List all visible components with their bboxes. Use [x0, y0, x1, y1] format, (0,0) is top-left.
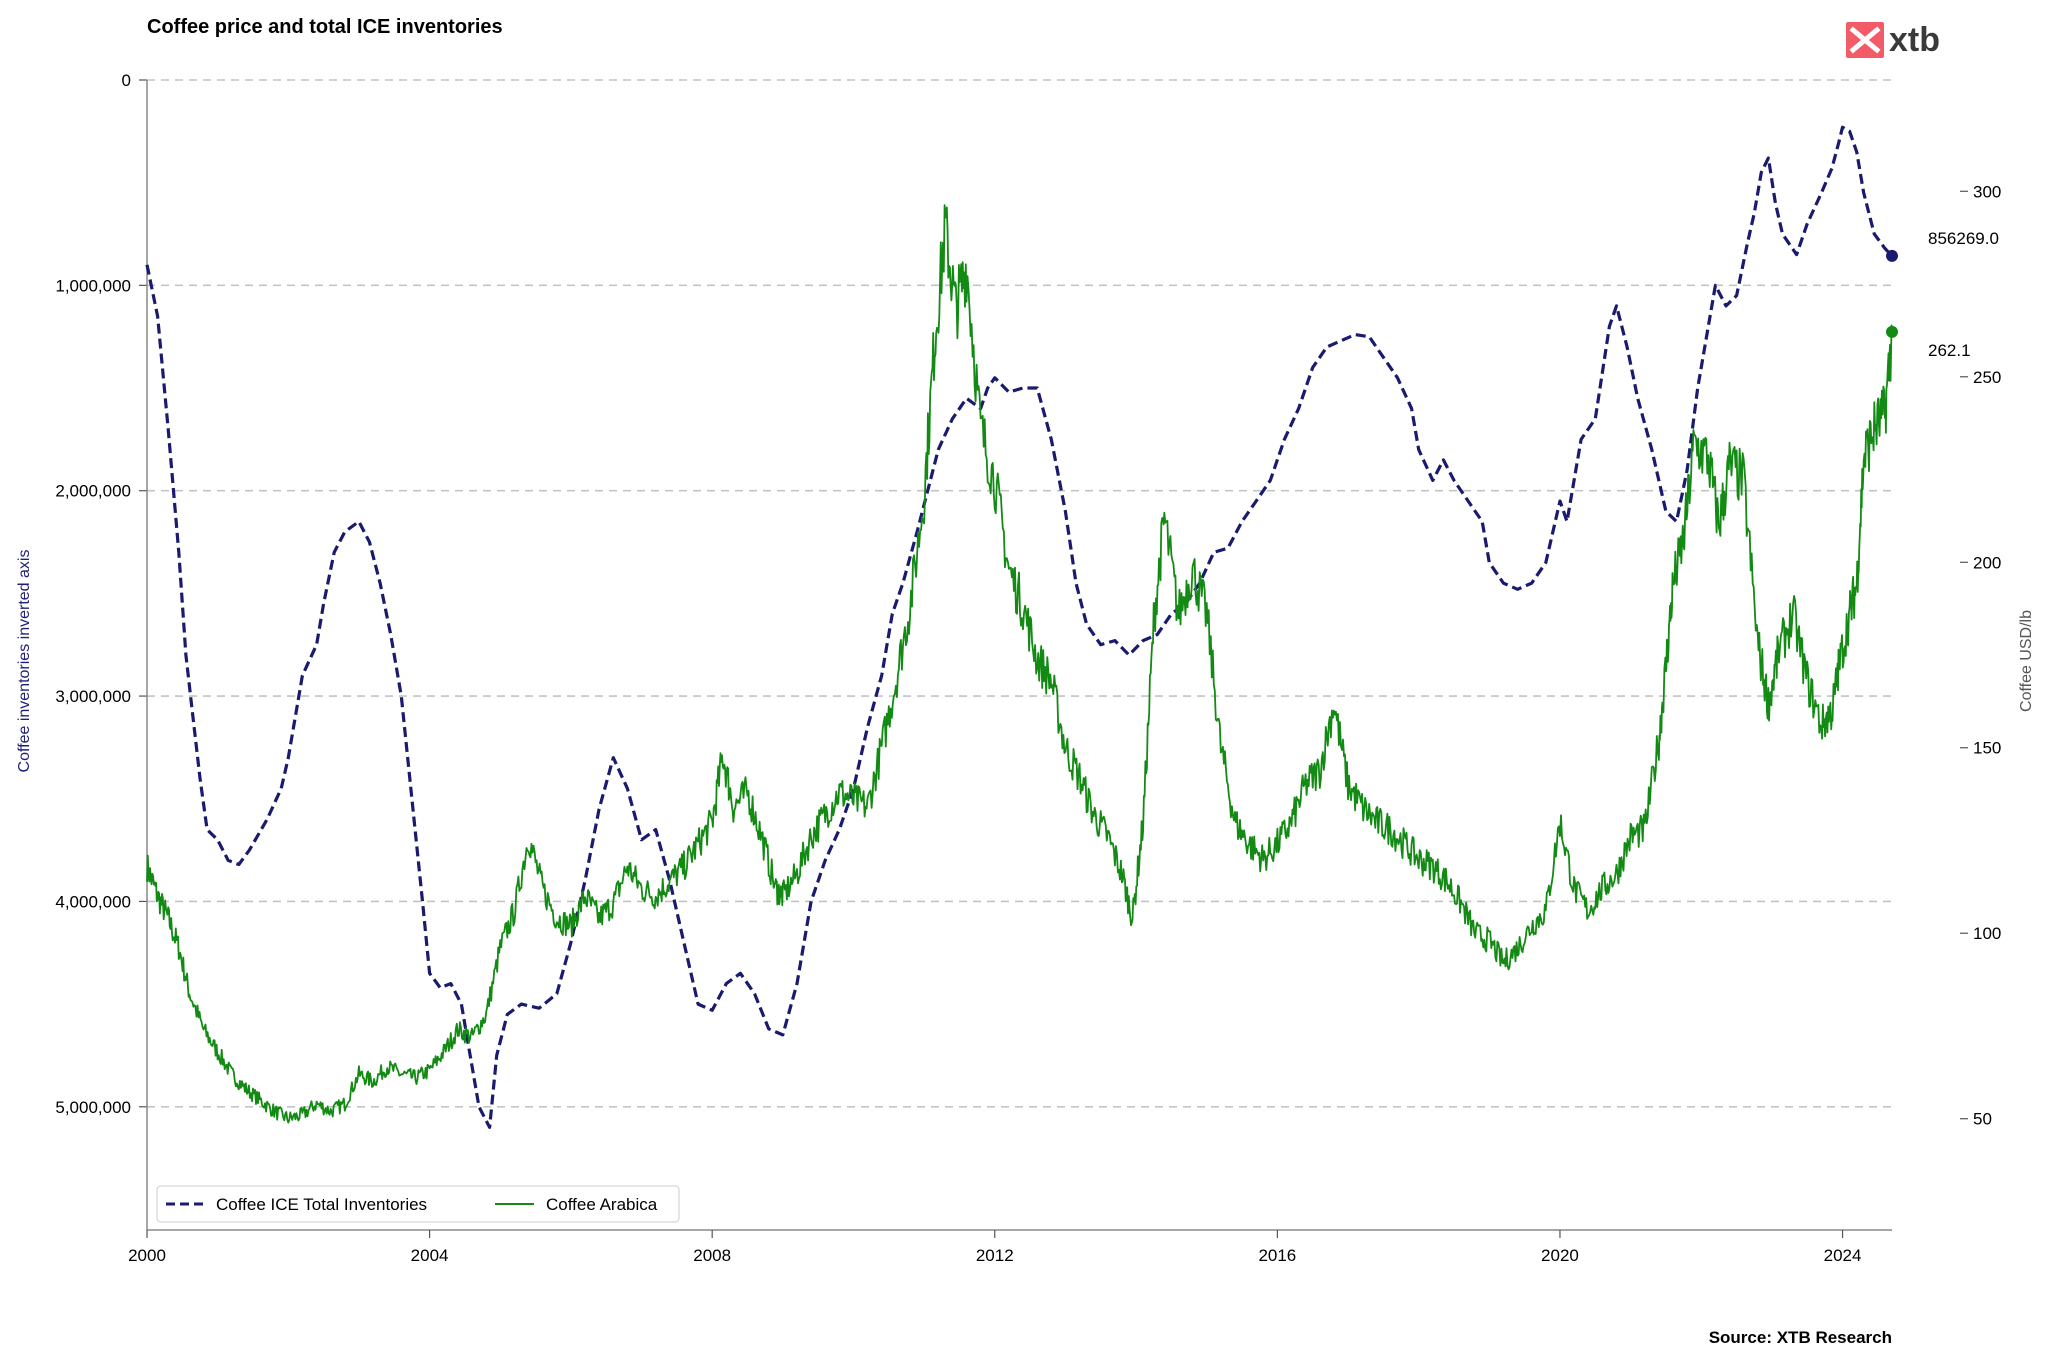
inventories-end-marker: [1886, 249, 1898, 262]
left-tick-label: 1,000,000: [55, 276, 131, 295]
x-tick-label: 2004: [411, 1246, 449, 1265]
left-tick-label: 2,000,000: [55, 482, 131, 501]
right-tick-label: 200: [1973, 553, 2001, 572]
grid-layer: [147, 79, 1892, 1108]
x-tick-label: 2000: [128, 1246, 166, 1265]
right-tick-label: 300: [1973, 182, 2001, 201]
logo-text: xtb: [1889, 21, 1940, 59]
legend-inventories-label: Coffee ICE Total Inventories: [216, 1195, 427, 1214]
x-tick-label: 2020: [1541, 1246, 1579, 1265]
legend-arabica-label: Coffee Arabica: [546, 1195, 658, 1214]
x-tick-label: 2024: [1824, 1246, 1862, 1265]
source-text: Source: XTB Research: [1709, 1328, 1892, 1347]
series-layer: [145, 125, 1898, 1129]
x-tick-label: 2008: [693, 1246, 731, 1265]
left-tick-label: 5,000,000: [55, 1098, 131, 1117]
right-tick-label: 250: [1973, 368, 2001, 387]
left-tick-label: 0: [122, 71, 131, 90]
arabica-line: [146, 204, 1893, 1124]
left-axis-label: Coffee inventories inverted axis: [16, 550, 33, 773]
chart-title: Coffee price and total ICE inventories: [147, 16, 503, 38]
right-tick-label: 100: [1973, 924, 2001, 943]
x-tick-label: 2016: [1258, 1246, 1296, 1265]
left-tick-label: 4,000,000: [55, 892, 131, 911]
right-axis-label: Coffee USD/lb: [2018, 610, 2035, 712]
inventories-line: [145, 125, 1894, 1129]
xtb-logo: xtb: [1846, 21, 1940, 59]
labels-layer: 0 1,000,000 2,000,000 3,000,000 4,000,000 5,0…: [55, 71, 2001, 1265]
inventories-last-value: 856269.0: [1928, 229, 1999, 248]
left-tick-label: 3,000,000: [55, 687, 131, 706]
x-tick-label: 2012: [976, 1246, 1014, 1265]
arabica-last-value: 262.1: [1928, 341, 1971, 360]
legend: Coffee ICE Total Inventories Coffee Arab…: [156, 1185, 680, 1223]
logo-x-glyph-icon: [1849, 26, 1881, 54]
right-tick-label: 150: [1973, 739, 2001, 758]
axes-layer: [139, 79, 1968, 1238]
legend-box: [156, 1185, 680, 1223]
right-tick-label: 50: [1973, 1110, 1992, 1129]
arabica-end-marker: [1886, 325, 1898, 338]
